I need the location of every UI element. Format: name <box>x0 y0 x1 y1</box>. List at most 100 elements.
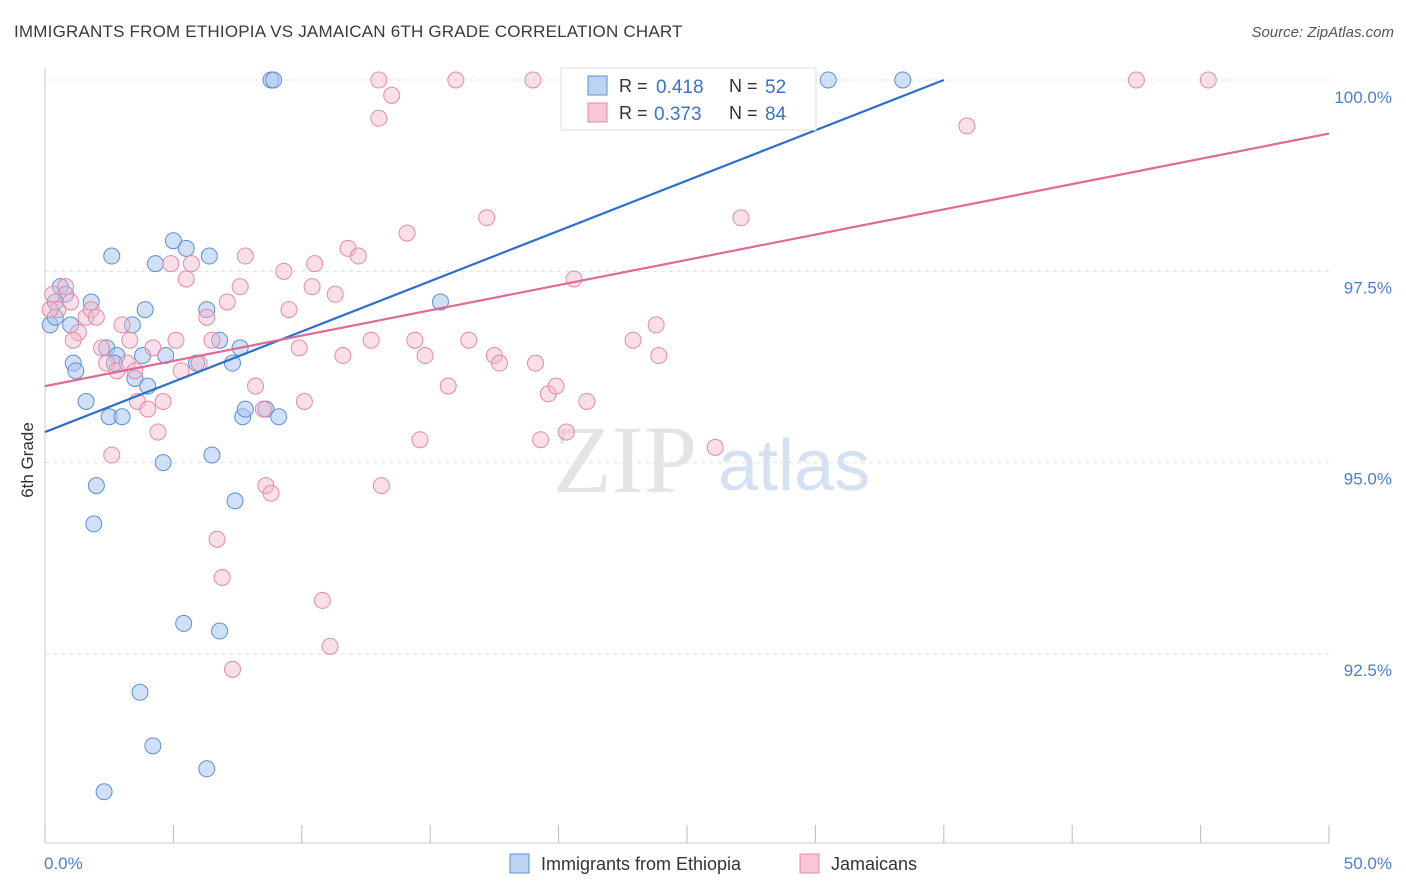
jamaicans-point <box>262 484 280 502</box>
ethiopia-point <box>136 301 154 319</box>
jamaicans-point <box>349 247 367 265</box>
jamaicans-point <box>326 285 344 303</box>
legend-r-value-2: 0.373 <box>654 104 702 125</box>
ethiopia-trend-line <box>44 78 945 434</box>
ethiopia-point <box>198 760 216 778</box>
legend-r-label-1: R = <box>619 76 648 96</box>
y-tick-label: 92.5% <box>1344 661 1392 680</box>
ethiopia-point <box>77 392 95 410</box>
y-axis-label: 6th Grade <box>18 422 37 498</box>
jamaicans-point <box>578 392 596 410</box>
jamaicans-point <box>524 71 542 89</box>
ethiopia-point <box>67 362 85 380</box>
jamaicans-point <box>126 362 144 380</box>
ethiopia-point <box>95 783 113 801</box>
jamaicans-point <box>121 331 139 349</box>
x-tick-label-min: 0.0% <box>44 854 83 873</box>
jamaicans-point <box>416 347 434 365</box>
jamaicans-point <box>198 308 216 326</box>
legend-box: R = 0.418 N = 52 R = 0.373 N = 84 <box>560 67 817 131</box>
jamaicans-point <box>139 400 157 418</box>
ethiopia-point <box>85 515 103 533</box>
x-tick-label-max: 50.0% <box>1344 854 1392 873</box>
y-tick-label: 100.0% <box>1334 88 1392 107</box>
jamaicans-point <box>411 431 429 449</box>
jamaicans-point <box>103 446 121 464</box>
ethiopia-point <box>177 239 195 257</box>
jamaicans-point <box>167 331 185 349</box>
jamaicans-point <box>478 209 496 227</box>
jamaicans-point <box>334 347 352 365</box>
jamaicans-point <box>732 209 750 227</box>
ethiopia-point <box>431 293 449 311</box>
jamaicans-point <box>306 255 324 273</box>
jamaicans-point <box>439 377 457 395</box>
ethiopia-point <box>270 408 288 426</box>
jamaicans-point <box>447 71 465 89</box>
jamaicans-point <box>532 431 550 449</box>
jamaicans-point <box>218 293 236 311</box>
jamaicans-point <box>41 301 59 319</box>
ethiopia-point <box>154 454 172 472</box>
legend-r-label-2: R = <box>619 103 648 123</box>
y-tick-label: 97.5% <box>1344 278 1392 297</box>
jamaicans-point <box>57 278 75 296</box>
ethiopia-point <box>226 492 244 510</box>
legend-swatch-blue <box>587 75 608 96</box>
jamaicans-point <box>162 255 180 273</box>
jamaicans-point <box>223 660 241 678</box>
jamaicans-point <box>213 568 231 586</box>
ethiopia-point <box>894 71 912 89</box>
legend-r-value-1: 0.418 <box>656 77 704 98</box>
jamaicans-point <box>295 392 313 410</box>
jamaicans-point <box>406 331 424 349</box>
bottom-legend: Immigrants from Ethiopia Jamaicans <box>509 853 917 874</box>
jamaicans-point <box>92 339 110 357</box>
ethiopia-point <box>144 737 162 755</box>
jamaicans-point <box>64 331 82 349</box>
ethiopia-point <box>236 400 254 418</box>
legend-n-label-1: N = <box>729 76 758 96</box>
ethiopia-point <box>211 622 229 640</box>
jamaicans-point <box>526 354 544 372</box>
jamaicans-point <box>231 278 249 296</box>
jamaicans-point <box>144 339 162 357</box>
bottom-legend-label-ethiopia: Immigrants from Ethiopia <box>541 854 742 874</box>
bottom-legend-swatch-pink <box>799 853 820 874</box>
legend-n-value-2: 84 <box>765 104 787 125</box>
jamaicans-point <box>208 530 226 548</box>
jamaicans-point <box>87 308 105 326</box>
jamaicans-point <box>460 331 478 349</box>
jamaicans-point <box>321 637 339 655</box>
jamaicans-point <box>203 331 221 349</box>
ethiopia-point <box>175 614 193 632</box>
chart-source: Source: ZipAtlas.com <box>1251 24 1394 41</box>
ethiopia-point <box>819 71 837 89</box>
jamaicans-point <box>177 270 195 288</box>
jamaicans-point <box>236 247 254 265</box>
jamaicans-point <box>624 331 642 349</box>
jamaicans-point <box>290 339 308 357</box>
watermark-atlas: atlas <box>718 426 870 506</box>
jamaicans-point <box>280 301 298 319</box>
jamaicans-point <box>650 347 668 365</box>
jamaicans-point <box>372 477 390 495</box>
ethiopia-point <box>103 247 121 265</box>
ethiopia-point <box>164 232 182 250</box>
bottom-legend-swatch-blue <box>509 853 530 874</box>
jamaicans-point <box>491 354 509 372</box>
ethiopia-point <box>87 477 105 495</box>
jamaicans-point <box>113 316 131 334</box>
jamaicans-point <box>398 224 416 242</box>
jamaicans-point <box>303 278 321 296</box>
ethiopia-point <box>113 408 131 426</box>
ethiopia-point <box>265 71 283 89</box>
ethiopia-point <box>146 255 164 273</box>
jamaicans-point <box>182 255 200 273</box>
watermark-zip: ZIP <box>553 406 697 513</box>
jamaicans-point <box>370 71 388 89</box>
jamaicans-trend-line <box>44 132 1330 388</box>
jamaicans-point <box>254 400 272 418</box>
legend-n-value-1: 52 <box>765 77 786 98</box>
